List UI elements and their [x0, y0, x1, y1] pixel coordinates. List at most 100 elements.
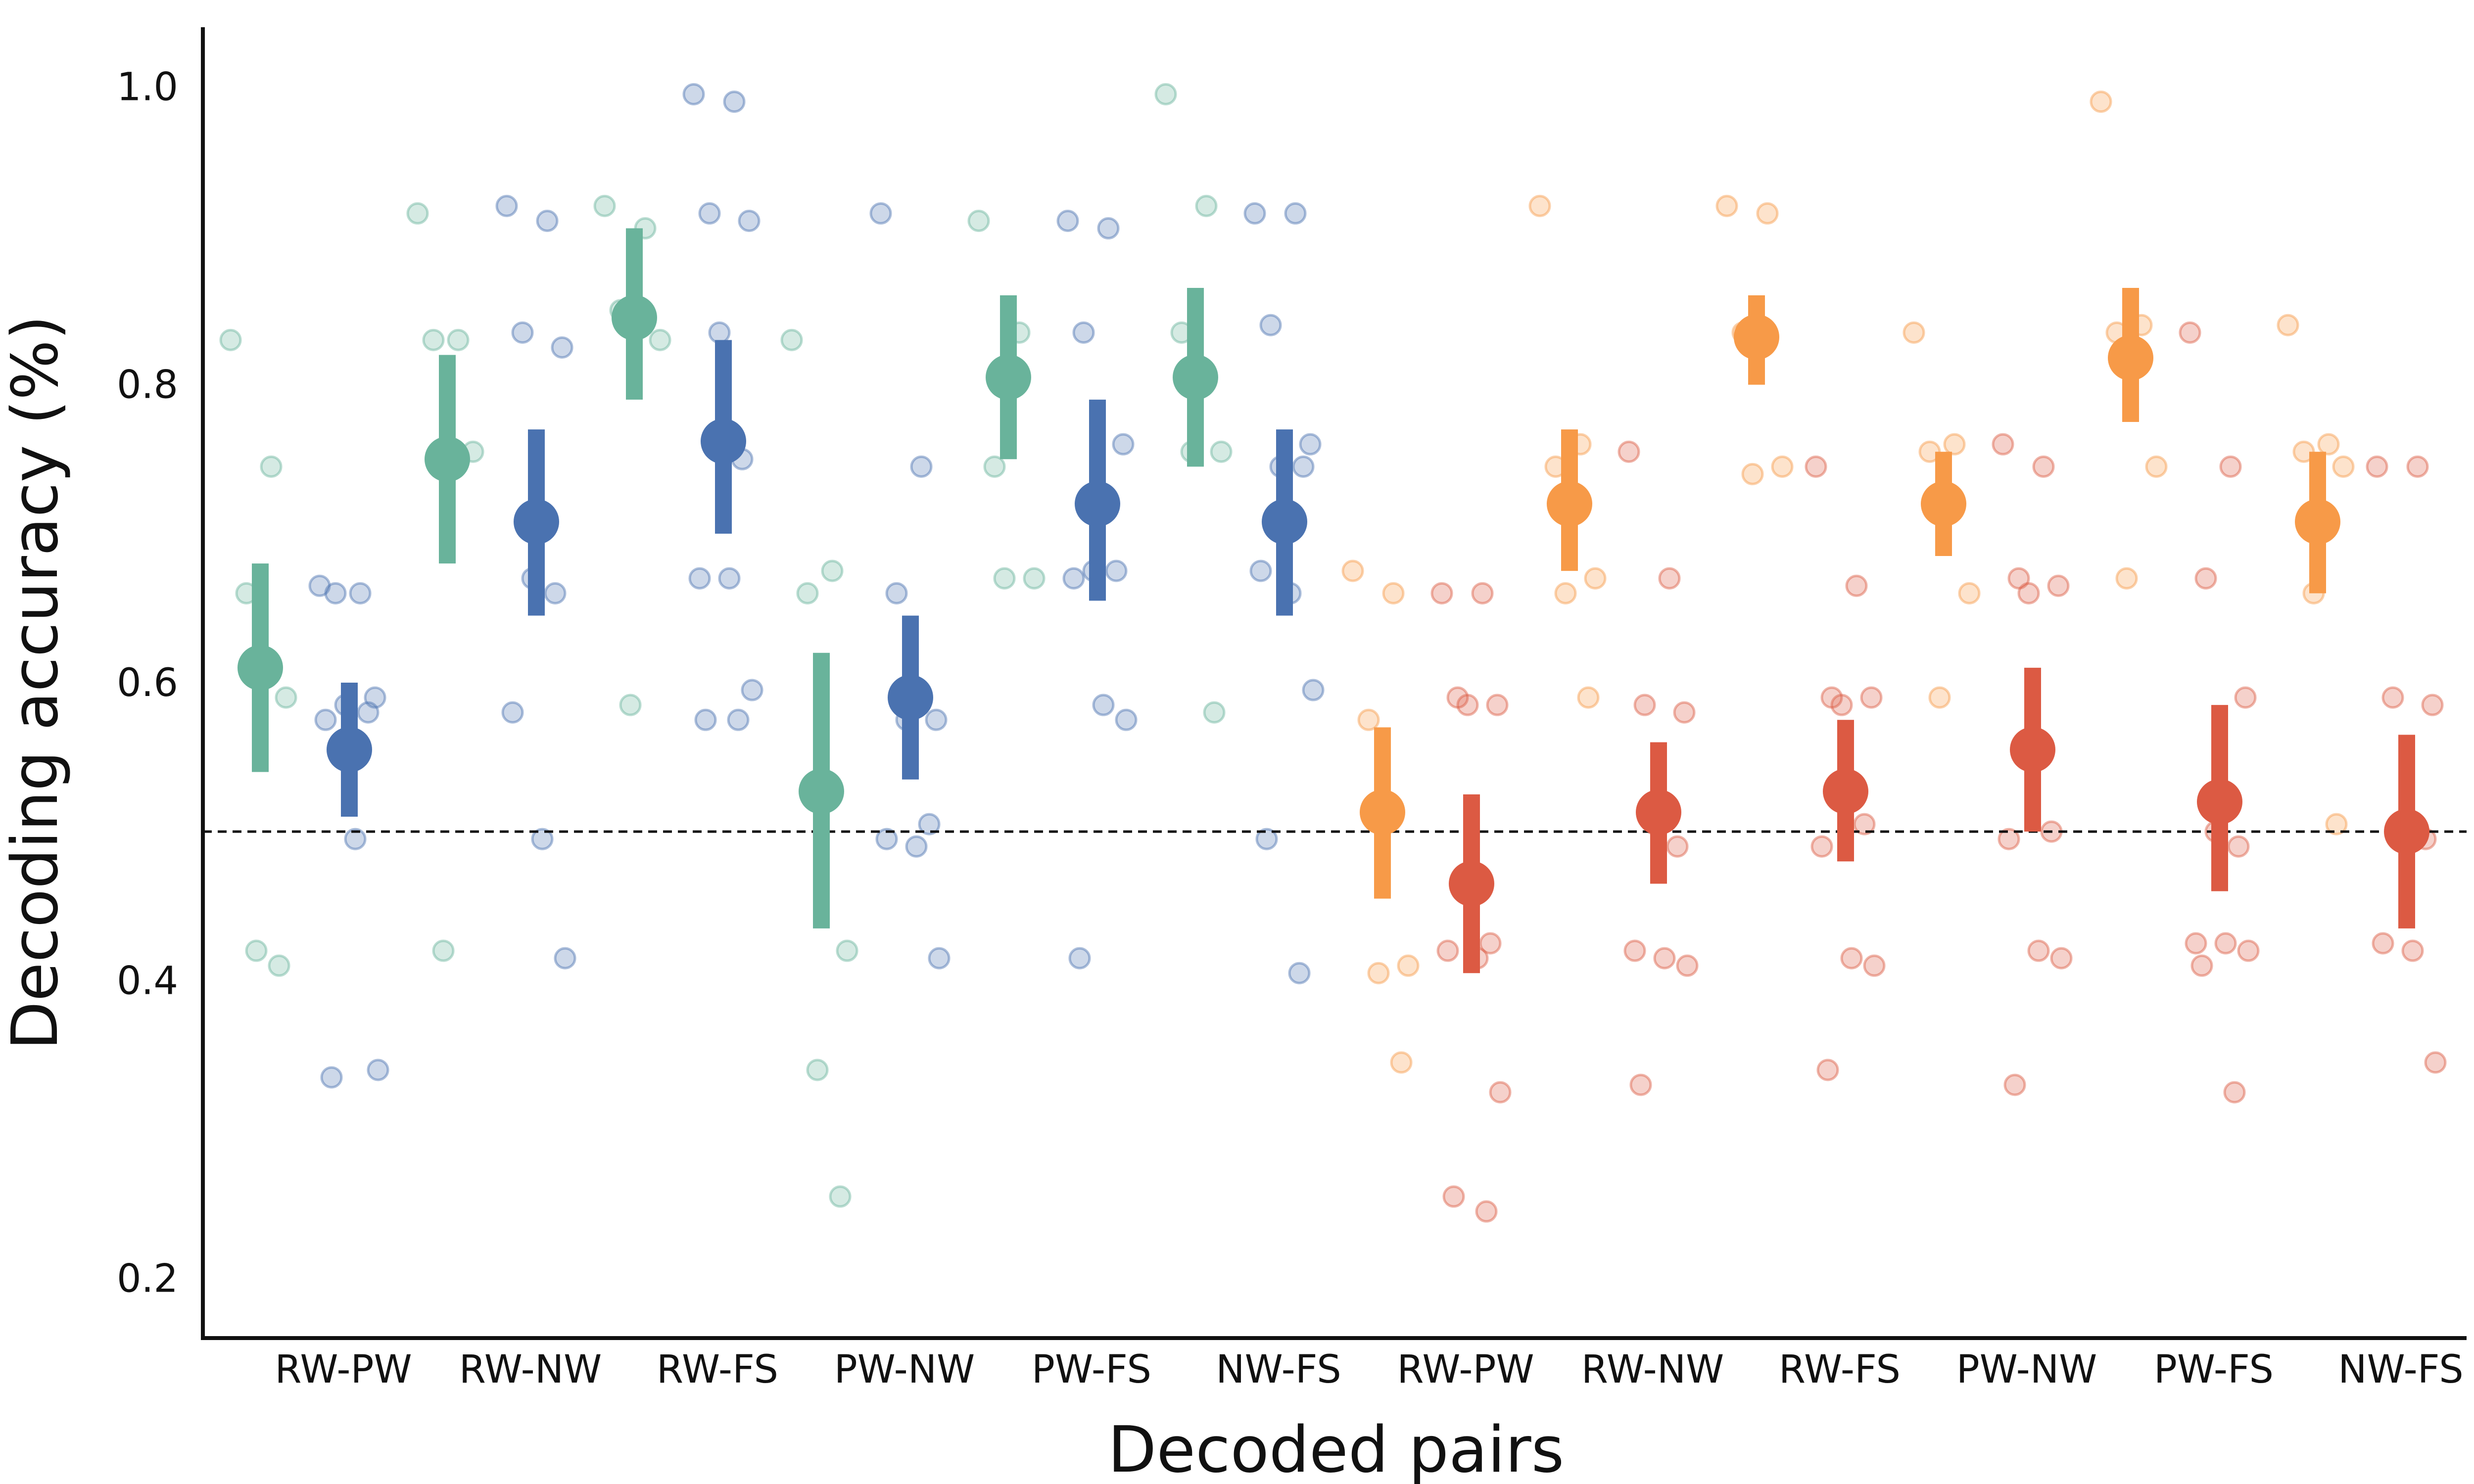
mean-point [2197, 779, 2242, 825]
participant-point [2424, 1051, 2447, 1074]
participant-point [727, 708, 750, 731]
participant-point [1390, 1051, 1413, 1074]
participant-point [2194, 567, 2217, 590]
participant-point [1830, 694, 1853, 716]
mean-point [514, 499, 559, 545]
participant-point [1845, 574, 1868, 597]
participant-point [320, 1066, 343, 1089]
mean-point [1636, 789, 1681, 835]
x-tick-label: PW-FS [2154, 1347, 2274, 1392]
participant-point [796, 582, 819, 604]
participant-point [1489, 1081, 1512, 1104]
participant-point [983, 455, 1006, 478]
participant-point [593, 194, 616, 217]
mean-point [327, 727, 372, 773]
participant-point [2179, 321, 2201, 344]
participant-point [1288, 962, 1311, 984]
participant-point [531, 828, 554, 850]
participant-point [1023, 567, 1046, 590]
participant-point [1633, 694, 1656, 716]
participant-point [619, 694, 642, 716]
mean-point [1449, 861, 1494, 907]
participant-point [551, 336, 573, 359]
participant-point [780, 328, 803, 351]
mean-point [1547, 481, 1592, 527]
participant-point [495, 194, 518, 217]
participant-point [1243, 202, 1266, 225]
participant-point [219, 328, 242, 351]
mean-point [1360, 789, 1405, 835]
participant-point [1486, 694, 1509, 716]
mean-point [1262, 499, 1307, 545]
participant-point [2277, 314, 2299, 336]
mean-point [2295, 499, 2340, 545]
participant-point [967, 209, 990, 232]
participant-point [1292, 455, 1315, 478]
participant-point [1528, 194, 1551, 217]
participant-point [268, 954, 290, 977]
participant-point [1475, 1200, 1498, 1223]
participant-point [875, 828, 898, 850]
mean-point [2384, 809, 2429, 855]
participant-point [993, 567, 1016, 590]
participant-point [723, 91, 746, 113]
participant-point [829, 1185, 852, 1208]
participant-point [2047, 574, 2070, 597]
participant-point [2214, 932, 2237, 955]
x-tick-label: RW-PW [1397, 1347, 1534, 1392]
participant-point [1072, 321, 1095, 344]
participant-point [741, 679, 763, 701]
y-tick-label: 0.6 [117, 661, 178, 705]
participant-point [324, 582, 347, 604]
participant-point [1456, 694, 1479, 716]
participant-point [364, 686, 386, 709]
participant-point [1629, 1073, 1652, 1096]
x-tick-label: RW-NW [1581, 1347, 1724, 1392]
participant-point [1284, 202, 1307, 225]
mean-point [888, 675, 933, 721]
participant-point [905, 835, 928, 858]
participant-point [1853, 813, 1876, 835]
participant-point [2317, 433, 2340, 456]
participant-point [1436, 939, 1459, 962]
participant-point [698, 202, 721, 225]
labels-layer: Decoding accuracy (%) Decoded pairs 0.2 0… [0, 65, 2464, 1484]
participant-point [682, 83, 705, 106]
participant-point [1092, 694, 1115, 716]
participant-point [928, 947, 951, 970]
x-tick-label: NW-FS [1216, 1347, 1341, 1392]
mean-point [701, 418, 746, 464]
participant-point [1382, 582, 1405, 604]
mean-point [986, 354, 1031, 400]
participant-point [885, 582, 908, 604]
participant-point [1203, 701, 1226, 724]
participant-point [1928, 686, 1951, 709]
x-tick-label: RW-FS [1779, 1347, 1901, 1392]
participant-point [536, 209, 559, 232]
participant-point [406, 202, 429, 225]
participant-point [1068, 947, 1091, 970]
participant-point [1446, 686, 1469, 709]
x-tick-label: RW-PW [275, 1347, 412, 1392]
y-axis-title: Decoding accuracy (%) [0, 315, 72, 1050]
participant-point [1397, 954, 1420, 977]
participant-point [1903, 321, 1925, 344]
participant-point [1302, 679, 1325, 701]
x-tick-label: NW-FS [2338, 1347, 2463, 1392]
participant-point [718, 567, 741, 590]
participant-point [511, 321, 534, 344]
participant-point [422, 328, 445, 351]
participant-point [738, 209, 761, 232]
y-tick-label: 0.2 [117, 1257, 178, 1301]
mean-point [799, 768, 844, 814]
participant-point [1998, 828, 2020, 850]
mean-point [1075, 481, 1120, 527]
participant-point [1105, 559, 1128, 582]
participant-point [2406, 455, 2429, 478]
participant-point [447, 328, 470, 351]
participant-point [349, 582, 372, 604]
participant-point [1673, 701, 1696, 724]
participant-point [910, 455, 933, 478]
